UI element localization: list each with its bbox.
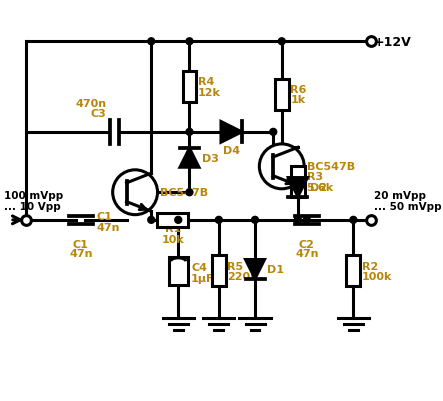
Text: C1: C1 [73,239,89,249]
Polygon shape [245,260,264,279]
Circle shape [186,129,193,136]
Text: +12V: +12V [374,36,412,49]
Bar [346,255,360,287]
Polygon shape [288,178,307,197]
Text: 1μF: 1μF [191,273,215,283]
Text: R4: R4 [198,77,214,87]
Text: C2: C2 [299,239,315,249]
Circle shape [295,217,301,224]
Text: 1k: 1k [291,95,306,105]
Circle shape [252,217,258,224]
Text: 100k: 100k [362,271,392,281]
Bar [157,213,188,227]
Text: C1: C1 [96,212,112,222]
Text: BC547B: BC547B [307,162,355,172]
Text: C4: C4 [191,263,207,273]
Text: C3: C3 [91,109,107,119]
Text: R5: R5 [227,261,244,271]
Circle shape [148,217,155,224]
Text: 12k: 12k [198,87,221,97]
Circle shape [270,129,277,136]
Text: 20 mVpp
... 50 mVpp: 20 mVpp ... 50 mVpp [374,190,442,212]
Text: R1: R1 [165,224,181,234]
Text: 47n: 47n [96,222,120,232]
Circle shape [186,39,193,46]
Bar [169,257,188,285]
Circle shape [303,217,310,224]
Text: D2: D2 [310,182,327,192]
Text: 47n: 47n [295,249,319,259]
Text: R6: R6 [291,85,307,95]
Circle shape [186,189,193,196]
Text: D3: D3 [202,153,218,163]
Bar [183,72,196,103]
Polygon shape [180,149,199,168]
Text: 220k: 220k [227,271,258,281]
Circle shape [215,217,222,224]
Text: 470n: 470n [75,99,107,108]
Polygon shape [221,122,242,143]
Text: D4: D4 [223,146,240,156]
Circle shape [148,39,155,46]
Text: 47n: 47n [69,249,93,259]
Circle shape [175,217,182,224]
Text: 10k: 10k [161,234,184,244]
Text: R3: R3 [307,172,323,182]
Circle shape [278,39,285,46]
Text: R2: R2 [362,261,378,271]
Text: 5.6k: 5.6k [307,182,334,192]
Text: 100 mVpp
... 10 Vpp: 100 mVpp ... 10 Vpp [4,190,63,212]
Bar [212,255,225,287]
Text: D1: D1 [267,264,284,274]
Circle shape [350,217,357,224]
Bar [291,166,305,198]
Text: BC547B: BC547B [160,188,208,198]
Circle shape [259,145,304,189]
Circle shape [113,170,158,215]
Bar [275,79,289,111]
